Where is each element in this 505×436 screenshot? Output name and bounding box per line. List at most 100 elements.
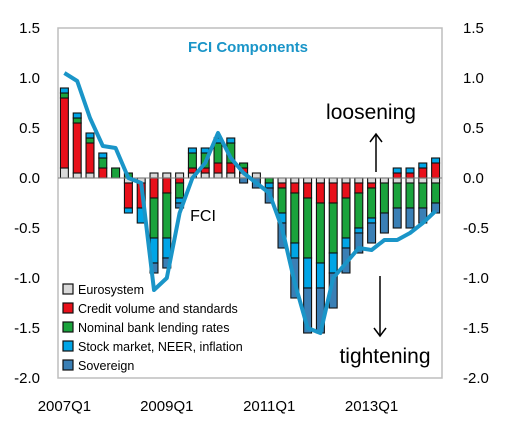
y-tick-label: 1.0 xyxy=(19,70,40,87)
bar-segment xyxy=(277,177,287,184)
bar-segment xyxy=(98,157,108,169)
legend-label: Credit volume and standards xyxy=(78,302,238,316)
fci-line xyxy=(63,71,437,335)
bar-segment xyxy=(367,222,377,244)
bar-segment xyxy=(149,197,159,239)
bar-segment xyxy=(226,172,236,179)
bar-segment xyxy=(303,182,313,199)
bar-segment xyxy=(213,162,223,174)
chart-title: FCI Components xyxy=(188,39,308,56)
bar-segment xyxy=(59,87,69,94)
bar-segment xyxy=(367,182,377,189)
bar-segment xyxy=(162,172,172,179)
bar-segment xyxy=(72,117,82,124)
legend-label: Sovereign xyxy=(78,359,134,373)
bar-segment xyxy=(354,192,364,229)
bar-segment xyxy=(379,212,389,234)
bar-segment xyxy=(341,237,351,249)
bar-segment xyxy=(290,182,300,194)
bar-segment xyxy=(379,182,389,214)
bar-segment xyxy=(418,167,428,179)
y-tick-label: 0.5 xyxy=(19,120,40,137)
legend-swatch xyxy=(62,321,74,333)
bar-segment xyxy=(175,172,185,179)
bar-segment xyxy=(277,182,287,189)
bar-segment xyxy=(315,202,325,264)
bar-segment xyxy=(354,182,364,194)
bar-segment xyxy=(123,182,133,209)
bar-segment xyxy=(341,177,351,184)
bar-segment xyxy=(59,97,69,169)
bar-segment xyxy=(328,252,338,274)
bar-segment xyxy=(251,172,261,179)
bar-segment xyxy=(200,172,210,179)
bar-segment xyxy=(290,177,300,184)
x-tick-label: 2007Q1 xyxy=(38,398,91,415)
bar-segment xyxy=(187,152,197,169)
bar-segment xyxy=(85,137,95,144)
bar-segment xyxy=(405,172,415,179)
loosening-label: loosening xyxy=(326,101,416,124)
bar-segment xyxy=(59,92,69,99)
x-tick-label: 2009Q1 xyxy=(140,398,193,415)
bar-segment xyxy=(392,177,402,184)
bar-segment xyxy=(405,167,415,174)
bar-segment xyxy=(405,182,415,209)
fci-label: FCI xyxy=(190,208,216,225)
bar-segment xyxy=(303,197,313,259)
bar-segment xyxy=(354,227,364,234)
y-tick-label-right: 0.0 xyxy=(463,170,484,187)
bar-segment xyxy=(72,122,82,174)
bar-segment xyxy=(72,112,82,119)
legend-label: Stock market, NEER, inflation xyxy=(78,340,243,354)
bar-segment xyxy=(290,242,300,259)
bar-segment xyxy=(431,157,441,164)
x-axis: 2007Q1 2009Q1 2011Q1 2013Q1 xyxy=(38,398,399,415)
bar-segment xyxy=(341,197,351,239)
bar-segment xyxy=(175,182,185,199)
legend-swatch xyxy=(62,283,74,295)
bar-segment xyxy=(290,192,300,244)
bar-segment xyxy=(315,262,325,289)
bar-segment xyxy=(123,207,133,214)
bar-segment xyxy=(367,217,377,224)
bar-segment xyxy=(392,167,402,174)
tightening-label: tightening xyxy=(339,345,430,368)
y-tick-label-right: -0.5 xyxy=(463,220,489,237)
bar-segment xyxy=(341,182,351,199)
bar-segment xyxy=(328,177,338,184)
legend-swatch xyxy=(62,302,74,314)
bar-segment xyxy=(264,182,274,189)
y-tick-label: 0.0 xyxy=(19,170,40,187)
bar-segment xyxy=(431,177,441,184)
bar-segment xyxy=(98,152,108,159)
bar-segment xyxy=(405,177,415,184)
bar-segment xyxy=(328,182,338,204)
bar-segment xyxy=(354,177,364,184)
bar-segment xyxy=(187,147,197,154)
y-tick-label-right: 1.0 xyxy=(463,70,484,87)
up-arrow-icon xyxy=(369,132,383,172)
bar-segment xyxy=(405,207,415,229)
bar-segment xyxy=(149,172,159,179)
bar-segment xyxy=(431,162,441,179)
x-tick-label: 2013Q1 xyxy=(345,398,398,415)
bar-segment xyxy=(175,177,185,184)
legend-swatch xyxy=(62,340,74,352)
bar-segment xyxy=(162,192,172,239)
bar-segment xyxy=(162,177,172,194)
y-axis-left: 1.5 1.0 0.5 0.0 -0.5 -1.0 -1.5 -2.0 xyxy=(14,20,40,387)
down-arrow-icon xyxy=(373,276,387,338)
y-tick-label: 1.5 xyxy=(19,20,40,37)
y-tick-label-right: -2.0 xyxy=(463,370,489,387)
bar-segment xyxy=(328,202,338,254)
legend-label: Nominal bank lending rates xyxy=(78,321,229,335)
bar-segment xyxy=(315,182,325,204)
bar-segment xyxy=(379,177,389,184)
y-tick-label: -1.5 xyxy=(14,320,40,337)
bar-segment xyxy=(392,207,402,229)
bar-segment xyxy=(149,177,159,199)
y-axis-right: 1.5 1.0 0.5 0.0 -0.5 -1.0 -1.5 -2.0 xyxy=(463,20,489,387)
y-tick-label: -1.0 xyxy=(14,270,40,287)
